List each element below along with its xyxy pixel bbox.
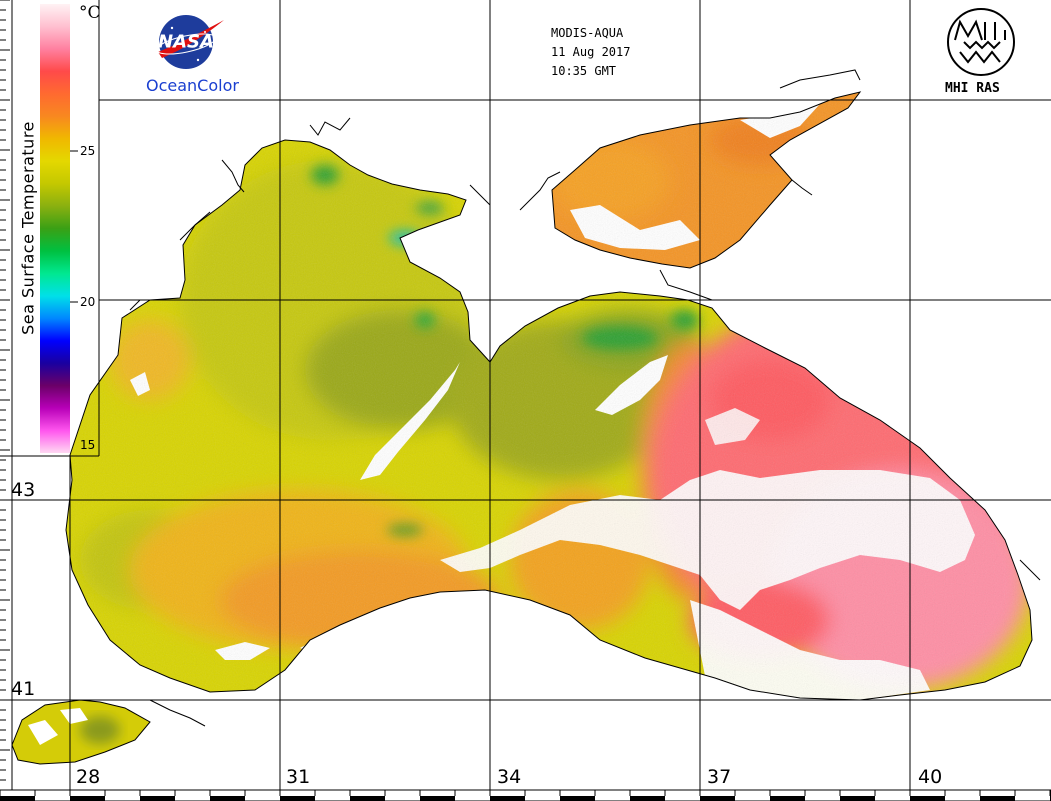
latitude-label-41: 41 xyxy=(11,678,36,700)
time-label: 10:35 GMT xyxy=(551,64,617,78)
left-ruler xyxy=(0,0,13,791)
bottom-ruler xyxy=(0,789,1051,801)
marmara-sea-sst xyxy=(11,699,151,765)
longitude-label-40: 40 xyxy=(918,766,943,788)
scale-tick-20: 20 xyxy=(80,295,96,309)
latitude-label-43: 43 xyxy=(11,479,36,501)
sensor-label: MODIS-AQUA xyxy=(551,26,624,40)
nasa-logo xyxy=(156,15,224,69)
azov-sea-sst xyxy=(551,91,862,301)
scale-tick-15: 15 xyxy=(80,438,96,452)
mhi-ras-logo xyxy=(947,8,1015,76)
nasa-logo-text: NASA xyxy=(158,31,214,53)
longitude-label-31: 31 xyxy=(286,766,311,788)
longitude-label-28: 28 xyxy=(76,766,101,788)
scale-title: Sea Surface Temperature xyxy=(18,121,38,335)
date-label: 11 Aug 2017 xyxy=(551,45,631,59)
longitude-label-37: 37 xyxy=(707,766,732,788)
coast-details xyxy=(129,69,1041,727)
mhi-ras-label: MHI RAS xyxy=(945,81,1000,96)
color-scale-bar xyxy=(40,4,78,453)
longitude-label-34: 34 xyxy=(497,766,522,788)
scale-unit: °C xyxy=(79,3,101,23)
scale-tick-25: 25 xyxy=(80,144,96,158)
oceancolor-label: OceanColor xyxy=(146,76,239,95)
